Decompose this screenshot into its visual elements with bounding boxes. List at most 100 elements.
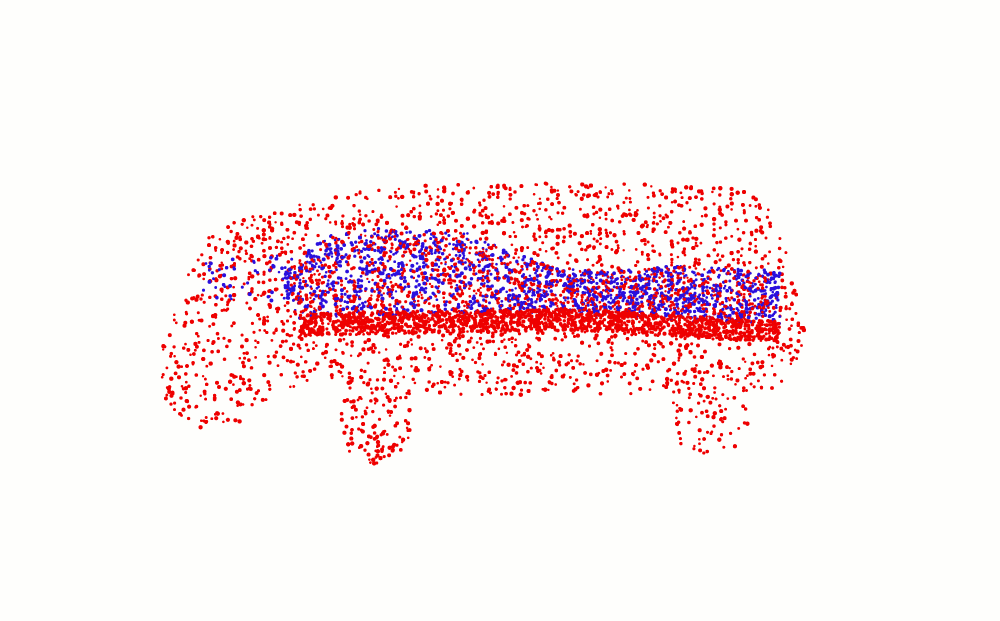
body-point bbox=[677, 431, 682, 435]
body-point bbox=[608, 231, 612, 235]
body-point bbox=[699, 382, 703, 386]
body-point bbox=[572, 382, 576, 386]
body-point bbox=[340, 364, 345, 369]
body-point bbox=[684, 185, 689, 190]
body-point bbox=[521, 362, 525, 366]
body-point bbox=[285, 359, 289, 363]
body-point bbox=[262, 316, 266, 320]
body-point bbox=[274, 350, 279, 354]
body-point bbox=[789, 362, 793, 366]
body-point bbox=[349, 354, 353, 357]
body-point bbox=[680, 196, 684, 200]
body-point bbox=[535, 213, 538, 217]
body-point bbox=[442, 221, 447, 225]
body-point bbox=[372, 461, 377, 466]
body-point bbox=[435, 304, 441, 309]
body-point bbox=[568, 230, 573, 234]
body-point bbox=[372, 228, 376, 231]
body-point bbox=[372, 423, 377, 428]
body-point bbox=[208, 295, 212, 300]
body-point bbox=[458, 373, 463, 378]
body-point bbox=[705, 370, 710, 374]
body-point bbox=[276, 239, 280, 244]
body-point bbox=[460, 334, 465, 339]
body-point bbox=[644, 340, 649, 345]
body-point bbox=[484, 229, 489, 233]
body-point bbox=[767, 353, 771, 357]
body-point bbox=[200, 253, 204, 257]
body-point bbox=[199, 297, 203, 301]
body-point bbox=[353, 227, 356, 231]
body-point bbox=[691, 245, 696, 251]
body-point bbox=[730, 234, 734, 238]
body-point bbox=[361, 222, 365, 227]
body-point bbox=[693, 369, 697, 373]
body-point bbox=[232, 221, 236, 225]
body-point bbox=[312, 207, 317, 211]
body-point bbox=[276, 364, 280, 367]
body-point bbox=[521, 225, 524, 229]
body-point bbox=[350, 406, 354, 409]
body-point bbox=[571, 331, 575, 335]
body-point bbox=[289, 359, 293, 364]
body-point bbox=[229, 397, 233, 401]
body-point bbox=[372, 431, 377, 435]
body-point bbox=[491, 331, 495, 335]
body-point bbox=[305, 379, 309, 382]
body-point bbox=[653, 333, 658, 337]
body-point bbox=[202, 277, 206, 281]
body-point bbox=[719, 417, 723, 422]
body-point bbox=[496, 376, 500, 380]
body-point bbox=[780, 358, 784, 362]
body-point bbox=[185, 364, 189, 368]
body-point bbox=[347, 375, 352, 380]
body-point bbox=[616, 246, 620, 250]
body-point bbox=[622, 230, 626, 233]
body-point bbox=[400, 194, 405, 199]
body-point bbox=[412, 206, 416, 211]
body-point bbox=[700, 410, 704, 415]
body-point bbox=[693, 224, 698, 228]
body-point bbox=[290, 334, 294, 337]
body-point bbox=[744, 218, 748, 223]
body-point bbox=[711, 233, 716, 238]
body-point bbox=[208, 361, 213, 366]
body-point bbox=[360, 429, 365, 434]
body-point bbox=[304, 223, 309, 228]
body-point bbox=[555, 227, 560, 232]
body-point bbox=[491, 339, 495, 344]
body-point bbox=[780, 285, 784, 290]
body-point bbox=[211, 341, 215, 346]
body-point bbox=[388, 237, 392, 241]
body-point bbox=[562, 227, 566, 231]
body-point bbox=[365, 406, 369, 410]
body-point bbox=[250, 274, 255, 279]
body-point bbox=[233, 418, 238, 423]
body-point bbox=[688, 392, 692, 397]
body-point bbox=[281, 328, 286, 333]
body-point bbox=[451, 279, 455, 282]
body-point bbox=[334, 266, 338, 269]
body-point bbox=[312, 341, 316, 344]
body-point bbox=[598, 216, 602, 219]
body-point bbox=[315, 361, 320, 366]
body-point bbox=[358, 396, 362, 400]
body-point bbox=[558, 363, 562, 367]
body-point bbox=[645, 225, 649, 229]
body-point bbox=[610, 248, 614, 251]
body-point bbox=[357, 209, 361, 213]
body-point bbox=[740, 247, 744, 251]
body-point bbox=[405, 426, 409, 430]
body-point bbox=[670, 261, 674, 264]
body-point bbox=[250, 237, 254, 241]
body-point bbox=[508, 197, 512, 201]
body-point bbox=[485, 381, 488, 384]
body-point bbox=[513, 190, 517, 194]
body-point bbox=[448, 342, 452, 347]
body-point bbox=[257, 280, 261, 284]
body-point bbox=[646, 253, 650, 257]
body-point bbox=[207, 243, 211, 248]
body-point bbox=[174, 360, 179, 365]
body-point bbox=[247, 277, 251, 281]
